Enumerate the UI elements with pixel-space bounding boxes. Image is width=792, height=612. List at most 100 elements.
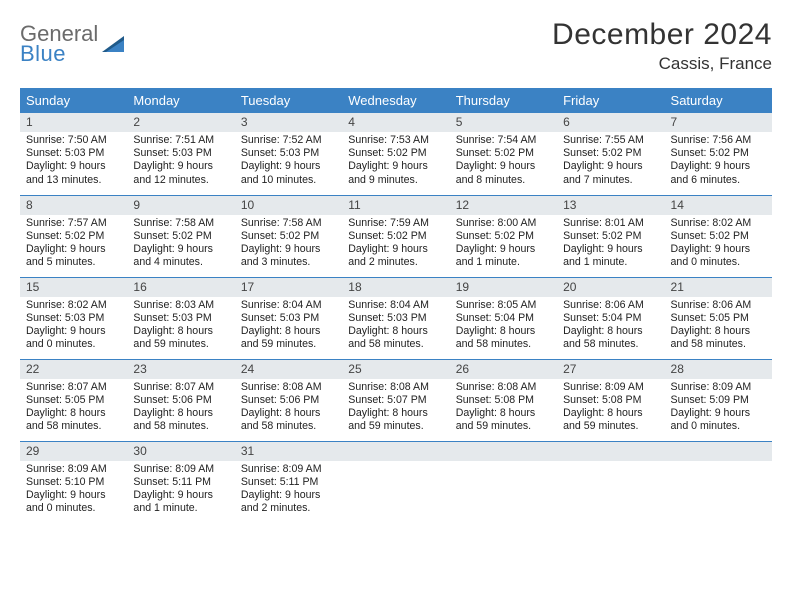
sunset: Sunset: 5:03 PM [133,147,228,160]
sunrise: Sunrise: 8:08 AM [456,381,551,394]
day-body: Sunrise: 8:08 AMSunset: 5:08 PMDaylight:… [450,379,557,438]
sunset: Sunset: 5:03 PM [241,312,336,325]
daylight-line2: and 58 minutes. [563,338,658,351]
sunrise: Sunrise: 8:04 AM [348,299,443,312]
daylight-line2: and 59 minutes. [348,420,443,433]
calendar-body: 1Sunrise: 7:50 AMSunset: 5:03 PMDaylight… [20,113,772,523]
sunrise: Sunrise: 8:09 AM [671,381,766,394]
daylight-line1: Daylight: 8 hours [241,325,336,338]
day-number: 21 [665,278,772,297]
daylight-line1: Daylight: 9 hours [671,407,766,420]
daylight-line2: and 0 minutes. [26,338,121,351]
calendar-cell: 27Sunrise: 8:09 AMSunset: 5:08 PMDayligh… [557,359,664,441]
daylight-line2: and 1 minute. [133,502,228,515]
daylight-line1: Daylight: 8 hours [348,325,443,338]
day-number: 5 [450,113,557,132]
day-number: 23 [127,360,234,379]
sunset: Sunset: 5:06 PM [133,394,228,407]
calendar-cell: 9Sunrise: 7:58 AMSunset: 5:02 PMDaylight… [127,195,234,277]
sunrise: Sunrise: 8:06 AM [671,299,766,312]
sunset: Sunset: 5:08 PM [456,394,551,407]
day-body: Sunrise: 8:09 AMSunset: 5:11 PMDaylight:… [127,461,234,520]
day-number: 15 [20,278,127,297]
sunrise: Sunrise: 8:08 AM [348,381,443,394]
calendar-cell: 31Sunrise: 8:09 AMSunset: 5:11 PMDayligh… [235,441,342,523]
calendar-cell [557,441,664,523]
day-number: 3 [235,113,342,132]
day-number: 8 [20,196,127,215]
daylight-line2: and 58 minutes. [348,338,443,351]
daylight-line2: and 7 minutes. [563,174,658,187]
calendar-row: 15Sunrise: 8:02 AMSunset: 5:03 PMDayligh… [20,277,772,359]
day-number: 26 [450,360,557,379]
daylight-line1: Daylight: 8 hours [671,325,766,338]
daylight-line1: Daylight: 9 hours [671,243,766,256]
day-number: 10 [235,196,342,215]
sunset: Sunset: 5:02 PM [26,230,121,243]
sunset: Sunset: 5:07 PM [348,394,443,407]
sunrise: Sunrise: 7:59 AM [348,217,443,230]
sunset: Sunset: 5:02 PM [671,147,766,160]
daylight-line2: and 59 minutes. [456,420,551,433]
day-number [665,442,772,461]
sunrise: Sunrise: 7:57 AM [26,217,121,230]
sunset: Sunset: 5:06 PM [241,394,336,407]
sunset: Sunset: 5:02 PM [348,230,443,243]
day-body: Sunrise: 8:09 AMSunset: 5:08 PMDaylight:… [557,379,664,438]
day-header: Sunday [20,88,127,113]
sunrise: Sunrise: 8:04 AM [241,299,336,312]
day-body: Sunrise: 8:08 AMSunset: 5:07 PMDaylight:… [342,379,449,438]
daylight-line2: and 8 minutes. [456,174,551,187]
calendar-cell: 30Sunrise: 8:09 AMSunset: 5:11 PMDayligh… [127,441,234,523]
daylight-line1: Daylight: 9 hours [348,243,443,256]
day-number: 28 [665,360,772,379]
sunrise: Sunrise: 8:07 AM [26,381,121,394]
daylight-line1: Daylight: 9 hours [241,243,336,256]
day-header: Thursday [450,88,557,113]
day-body: Sunrise: 7:51 AMSunset: 5:03 PMDaylight:… [127,132,234,191]
day-body: Sunrise: 8:07 AMSunset: 5:06 PMDaylight:… [127,379,234,438]
calendar-cell: 16Sunrise: 8:03 AMSunset: 5:03 PMDayligh… [127,277,234,359]
day-number: 18 [342,278,449,297]
day-body: Sunrise: 8:09 AMSunset: 5:10 PMDaylight:… [20,461,127,520]
day-number [450,442,557,461]
day-body: Sunrise: 8:05 AMSunset: 5:04 PMDaylight:… [450,297,557,356]
daylight-line1: Daylight: 9 hours [26,325,121,338]
daylight-line2: and 12 minutes. [133,174,228,187]
sunset: Sunset: 5:02 PM [671,230,766,243]
daylight-line2: and 59 minutes. [133,338,228,351]
sunrise: Sunrise: 8:08 AM [241,381,336,394]
daylight-line2: and 58 minutes. [671,338,766,351]
day-number: 12 [450,196,557,215]
calendar-cell: 21Sunrise: 8:06 AMSunset: 5:05 PMDayligh… [665,277,772,359]
sunrise: Sunrise: 7:50 AM [26,134,121,147]
day-header: Friday [557,88,664,113]
sunset: Sunset: 5:04 PM [456,312,551,325]
daylight-line2: and 9 minutes. [348,174,443,187]
day-body: Sunrise: 7:52 AMSunset: 5:03 PMDaylight:… [235,132,342,191]
calendar-row: 22Sunrise: 8:07 AMSunset: 5:05 PMDayligh… [20,359,772,441]
day-body: Sunrise: 8:04 AMSunset: 5:03 PMDaylight:… [342,297,449,356]
calendar-row: 8Sunrise: 7:57 AMSunset: 5:02 PMDaylight… [20,195,772,277]
day-body: Sunrise: 7:54 AMSunset: 5:02 PMDaylight:… [450,132,557,191]
day-number: 7 [665,113,772,132]
daylight-line1: Daylight: 9 hours [26,489,121,502]
daylight-line1: Daylight: 8 hours [563,325,658,338]
daylight-line2: and 1 minute. [456,256,551,269]
daylight-line2: and 0 minutes. [671,256,766,269]
daylight-line1: Daylight: 8 hours [456,325,551,338]
calendar-cell: 4Sunrise: 7:53 AMSunset: 5:02 PMDaylight… [342,113,449,195]
brand-text: General Blue [20,24,98,64]
daylight-line2: and 4 minutes. [133,256,228,269]
daylight-line1: Daylight: 8 hours [456,407,551,420]
sunset: Sunset: 5:04 PM [563,312,658,325]
daylight-line1: Daylight: 9 hours [133,489,228,502]
sunset: Sunset: 5:11 PM [241,476,336,489]
calendar-cell: 15Sunrise: 8:02 AMSunset: 5:03 PMDayligh… [20,277,127,359]
calendar-cell: 12Sunrise: 8:00 AMSunset: 5:02 PMDayligh… [450,195,557,277]
calendar-cell: 22Sunrise: 8:07 AMSunset: 5:05 PMDayligh… [20,359,127,441]
sunset: Sunset: 5:11 PM [133,476,228,489]
sunrise: Sunrise: 8:03 AM [133,299,228,312]
calendar-cell: 5Sunrise: 7:54 AMSunset: 5:02 PMDaylight… [450,113,557,195]
day-body: Sunrise: 8:03 AMSunset: 5:03 PMDaylight:… [127,297,234,356]
